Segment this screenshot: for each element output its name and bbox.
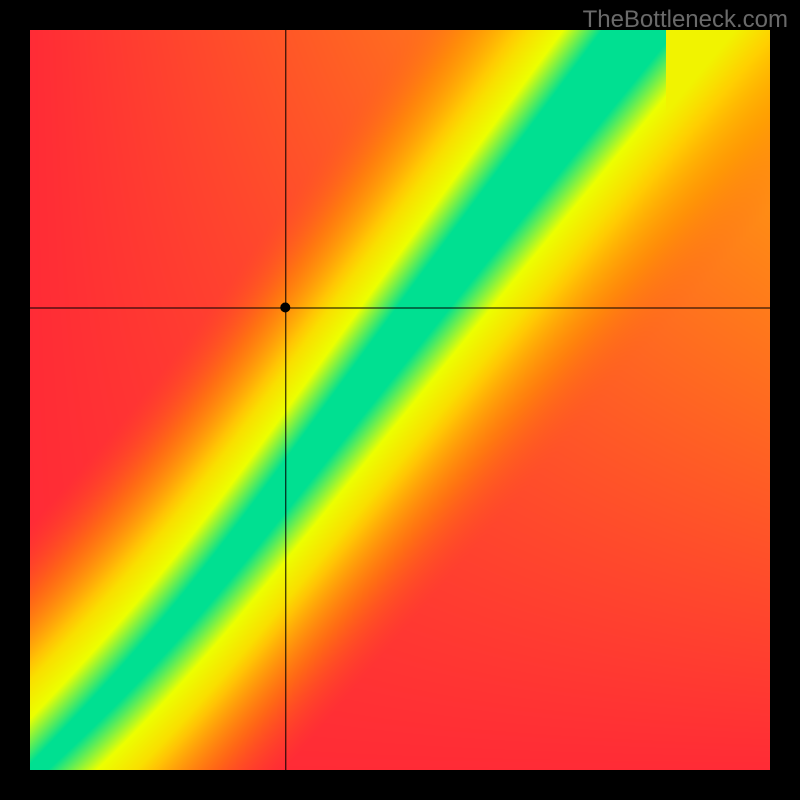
bottleneck-heatmap — [0, 0, 800, 800]
chart-container: { "watermark": "TheBottleneck.com", "cha… — [0, 0, 800, 800]
